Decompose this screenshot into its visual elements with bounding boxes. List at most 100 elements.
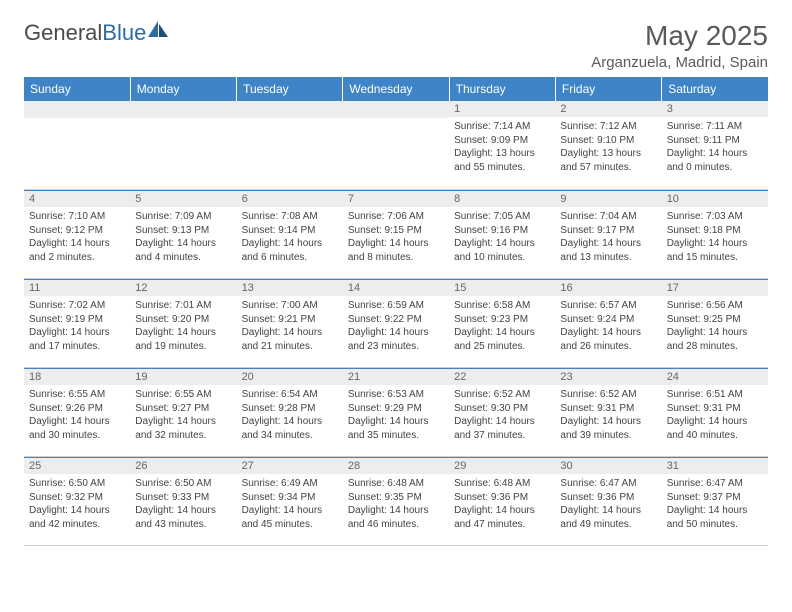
calendar-cell: 11Sunrise: 7:02 AMSunset: 9:19 PMDayligh… [24,279,130,368]
day-data: Sunrise: 7:03 AMSunset: 9:18 PMDaylight:… [662,207,768,268]
sunrise-text: Sunrise: 6:50 AM [29,477,125,491]
day-number: 20 [237,368,343,385]
sunrise-text: Sunrise: 6:55 AM [29,388,125,402]
day-data: Sunrise: 7:09 AMSunset: 9:13 PMDaylight:… [130,207,236,268]
sunset-text: Sunset: 9:30 PM [454,402,550,416]
day-data: Sunrise: 6:48 AMSunset: 9:35 PMDaylight:… [343,474,449,535]
sunset-text: Sunset: 9:36 PM [560,491,656,505]
daylight-text: Daylight: 14 hours and 49 minutes. [560,504,656,531]
calendar-cell: 25Sunrise: 6:50 AMSunset: 9:32 PMDayligh… [24,457,130,546]
sunrise-text: Sunrise: 7:01 AM [135,299,231,313]
day-number: 6 [237,190,343,207]
calendar-cell: 20Sunrise: 6:54 AMSunset: 9:28 PMDayligh… [237,368,343,457]
day-data: Sunrise: 6:55 AMSunset: 9:27 PMDaylight:… [130,385,236,446]
sunrise-text: Sunrise: 6:52 AM [454,388,550,402]
day-data: Sunrise: 6:52 AMSunset: 9:30 PMDaylight:… [449,385,555,446]
sunset-text: Sunset: 9:17 PM [560,224,656,238]
day-number: 24 [662,368,768,385]
calendar-cell: 31Sunrise: 6:47 AMSunset: 9:37 PMDayligh… [662,457,768,546]
sunset-text: Sunset: 9:22 PM [348,313,444,327]
calendar-cell: 9Sunrise: 7:04 AMSunset: 9:17 PMDaylight… [555,190,661,279]
day-number: 21 [343,368,449,385]
day-number: 7 [343,190,449,207]
day-number: 2 [555,101,661,117]
daylight-text: Daylight: 14 hours and 6 minutes. [242,237,338,264]
calendar-cell: 16Sunrise: 6:57 AMSunset: 9:24 PMDayligh… [555,279,661,368]
day-number: 26 [130,457,236,474]
sunset-text: Sunset: 9:16 PM [454,224,550,238]
day-number: 13 [237,279,343,296]
daylight-text: Daylight: 14 hours and 0 minutes. [667,147,763,174]
logo-text: GeneralBlue [24,20,146,46]
day-header: Wednesday [343,77,449,101]
day-number: 18 [24,368,130,385]
calendar-cell: 1Sunrise: 7:14 AMSunset: 9:09 PMDaylight… [449,101,555,190]
day-number: 31 [662,457,768,474]
day-data: Sunrise: 7:00 AMSunset: 9:21 PMDaylight:… [237,296,343,357]
daylight-text: Daylight: 14 hours and 2 minutes. [29,237,125,264]
calendar-cell: 2Sunrise: 7:12 AMSunset: 9:10 PMDaylight… [555,101,661,190]
calendar-cell: 29Sunrise: 6:48 AMSunset: 9:36 PMDayligh… [449,457,555,546]
calendar-cell: 10Sunrise: 7:03 AMSunset: 9:18 PMDayligh… [662,190,768,279]
sunrise-text: Sunrise: 7:10 AM [29,210,125,224]
day-number: 1 [449,101,555,117]
day-number: 27 [237,457,343,474]
logo-part2: Blue [102,20,146,45]
sunrise-text: Sunrise: 7:02 AM [29,299,125,313]
sunset-text: Sunset: 9:14 PM [242,224,338,238]
daylight-text: Daylight: 13 hours and 57 minutes. [560,147,656,174]
calendar-cell: 18Sunrise: 6:55 AMSunset: 9:26 PMDayligh… [24,368,130,457]
day-data: Sunrise: 6:47 AMSunset: 9:37 PMDaylight:… [662,474,768,535]
title-block: May 2025 Arganzuela, Madrid, Spain [591,20,768,71]
daylight-text: Daylight: 14 hours and 34 minutes. [242,415,338,442]
sunrise-text: Sunrise: 6:52 AM [560,388,656,402]
day-number: 8 [449,190,555,207]
calendar-cell: 15Sunrise: 6:58 AMSunset: 9:23 PMDayligh… [449,279,555,368]
daylight-text: Daylight: 14 hours and 19 minutes. [135,326,231,353]
day-data: Sunrise: 7:05 AMSunset: 9:16 PMDaylight:… [449,207,555,268]
sunset-text: Sunset: 9:35 PM [348,491,444,505]
daylight-text: Daylight: 14 hours and 23 minutes. [348,326,444,353]
calendar-cell [237,101,343,190]
day-data: Sunrise: 7:02 AMSunset: 9:19 PMDaylight:… [24,296,130,357]
sunset-text: Sunset: 9:09 PM [454,134,550,148]
calendar-week: 4Sunrise: 7:10 AMSunset: 9:12 PMDaylight… [24,190,768,279]
day-number: 22 [449,368,555,385]
day-number [343,101,449,118]
sunset-text: Sunset: 9:20 PM [135,313,231,327]
daylight-text: Daylight: 14 hours and 47 minutes. [454,504,550,531]
daylight-text: Daylight: 13 hours and 55 minutes. [454,147,550,174]
sunset-text: Sunset: 9:15 PM [348,224,444,238]
daylight-text: Daylight: 14 hours and 15 minutes. [667,237,763,264]
day-number: 16 [555,279,661,296]
daylight-text: Daylight: 14 hours and 17 minutes. [29,326,125,353]
sunset-text: Sunset: 9:31 PM [560,402,656,416]
sunrise-text: Sunrise: 6:55 AM [135,388,231,402]
calendar-cell: 26Sunrise: 6:50 AMSunset: 9:33 PMDayligh… [130,457,236,546]
sunset-text: Sunset: 9:18 PM [667,224,763,238]
sunrise-text: Sunrise: 7:00 AM [242,299,338,313]
day-header: Sunday [24,77,130,101]
sunrise-text: Sunrise: 6:56 AM [667,299,763,313]
day-header: Friday [555,77,661,101]
day-number [130,101,236,118]
day-data: Sunrise: 6:51 AMSunset: 9:31 PMDaylight:… [662,385,768,446]
sunrise-text: Sunrise: 7:12 AM [560,120,656,134]
sunset-text: Sunset: 9:25 PM [667,313,763,327]
sunrise-text: Sunrise: 6:51 AM [667,388,763,402]
daylight-text: Daylight: 14 hours and 50 minutes. [667,504,763,531]
sunset-text: Sunset: 9:32 PM [29,491,125,505]
calendar-cell: 3Sunrise: 7:11 AMSunset: 9:11 PMDaylight… [662,101,768,190]
sunrise-text: Sunrise: 7:03 AM [667,210,763,224]
day-data: Sunrise: 7:10 AMSunset: 9:12 PMDaylight:… [24,207,130,268]
daylight-text: Daylight: 14 hours and 25 minutes. [454,326,550,353]
calendar-cell: 17Sunrise: 6:56 AMSunset: 9:25 PMDayligh… [662,279,768,368]
sunset-text: Sunset: 9:27 PM [135,402,231,416]
day-number: 25 [24,457,130,474]
day-number: 10 [662,190,768,207]
day-data: Sunrise: 6:49 AMSunset: 9:34 PMDaylight:… [237,474,343,535]
header: GeneralBlue May 2025 Arganzuela, Madrid,… [24,20,768,71]
calendar-cell [343,101,449,190]
calendar-cell: 30Sunrise: 6:47 AMSunset: 9:36 PMDayligh… [555,457,661,546]
day-data: Sunrise: 7:12 AMSunset: 9:10 PMDaylight:… [555,117,661,178]
